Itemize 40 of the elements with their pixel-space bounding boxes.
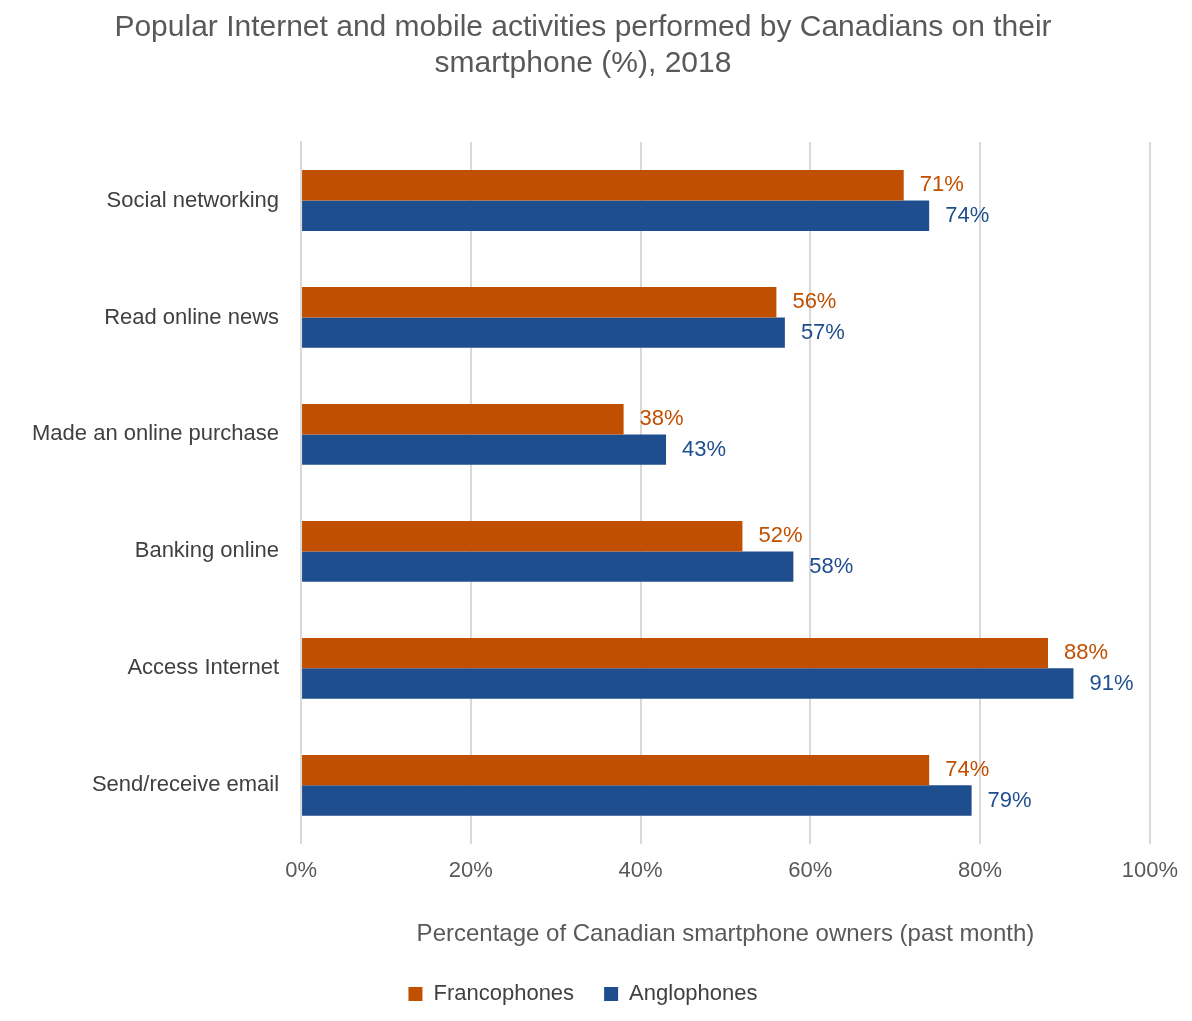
x-axis-title: Percentage of Canadian smartphone owners (past month) [416, 919, 1035, 947]
data-label: 74% [945, 201, 990, 227]
y-tick-label: Access Internet [127, 654, 280, 680]
x-tick-label: 0% [285, 857, 317, 883]
bar [302, 170, 904, 201]
data-label: 57% [800, 318, 845, 344]
data-label: 88% [1064, 639, 1109, 665]
chart-title: Popular Internet and mobile activities performed by Canadians on their smartphone (%), 2018 [114, 9, 1052, 79]
x-tick-label: 40% [618, 857, 663, 883]
x-tick-label: 80% [958, 857, 1003, 883]
x-tick-label: 60% [788, 857, 833, 883]
bar [302, 434, 667, 465]
bar [302, 668, 1074, 699]
data-label: 79% [987, 786, 1032, 812]
data-label: 91% [1089, 669, 1134, 695]
bar [302, 317, 785, 348]
bar [302, 200, 930, 231]
x-tick-label: 100% [1121, 857, 1179, 883]
bar [302, 520, 743, 552]
data-label: 38% [639, 405, 684, 431]
data-label: 56% [792, 288, 837, 314]
bar [302, 754, 930, 786]
data-label: 52% [758, 522, 803, 548]
bar [302, 785, 972, 816]
y-tick-label: Social networking [106, 186, 280, 212]
legend-label: Francophones [433, 980, 575, 1006]
legend-label: Anglophones [629, 980, 758, 1006]
data-label: 74% [945, 756, 990, 782]
y-tick-label: Banking online [134, 537, 280, 563]
bar [302, 551, 794, 582]
data-label: 71% [919, 171, 964, 197]
bar [302, 404, 624, 435]
data-label: 43% [682, 435, 727, 461]
y-tick-label: Read online news [104, 303, 280, 329]
bar [302, 637, 1049, 669]
bar [302, 287, 777, 318]
y-tick-label: Send/receive email [91, 771, 280, 797]
data-label: 58% [809, 552, 854, 578]
y-tick-label: Made an online purchase [32, 420, 280, 446]
x-tick-label: 20% [448, 857, 493, 883]
